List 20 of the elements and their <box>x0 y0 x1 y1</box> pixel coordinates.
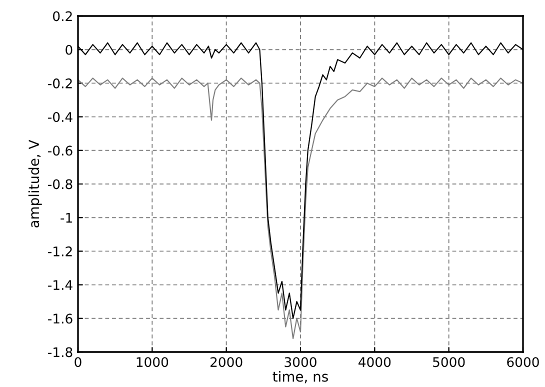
y-tick-label: 0 <box>66 44 72 55</box>
y-tick-label: -1.6 <box>48 314 72 324</box>
x-tick-label: 5000 <box>433 357 465 368</box>
y-tick-label: -1 <box>60 212 72 223</box>
y-tick-label: -0.4 <box>48 112 72 122</box>
y-tick-label: -0.6 <box>48 146 72 156</box>
x-tick-label: 6000 <box>507 357 539 368</box>
x-tick-label: 0 <box>74 357 82 368</box>
y-tick-label: -0.8 <box>48 179 72 190</box>
y-tick-label: -1.8 <box>48 347 72 358</box>
y-tick-label: -1.2 <box>48 246 72 256</box>
x-tick-label: 2000 <box>210 357 242 368</box>
x-tick-label: 1000 <box>136 357 168 368</box>
x-tick-label: 4000 <box>358 357 391 368</box>
y-tick-label: -1.4 <box>48 280 72 290</box>
x-axis-title: time, ns <box>272 371 328 384</box>
y-tick-label: 0.2 <box>53 11 72 22</box>
x-tick-label: 3000 <box>284 357 316 368</box>
y-tick-label: -0.2 <box>48 78 72 88</box>
y-axis-title: amplitude, V <box>28 140 42 228</box>
